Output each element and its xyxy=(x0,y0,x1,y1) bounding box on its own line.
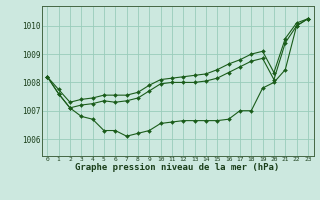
X-axis label: Graphe pression niveau de la mer (hPa): Graphe pression niveau de la mer (hPa) xyxy=(76,163,280,172)
